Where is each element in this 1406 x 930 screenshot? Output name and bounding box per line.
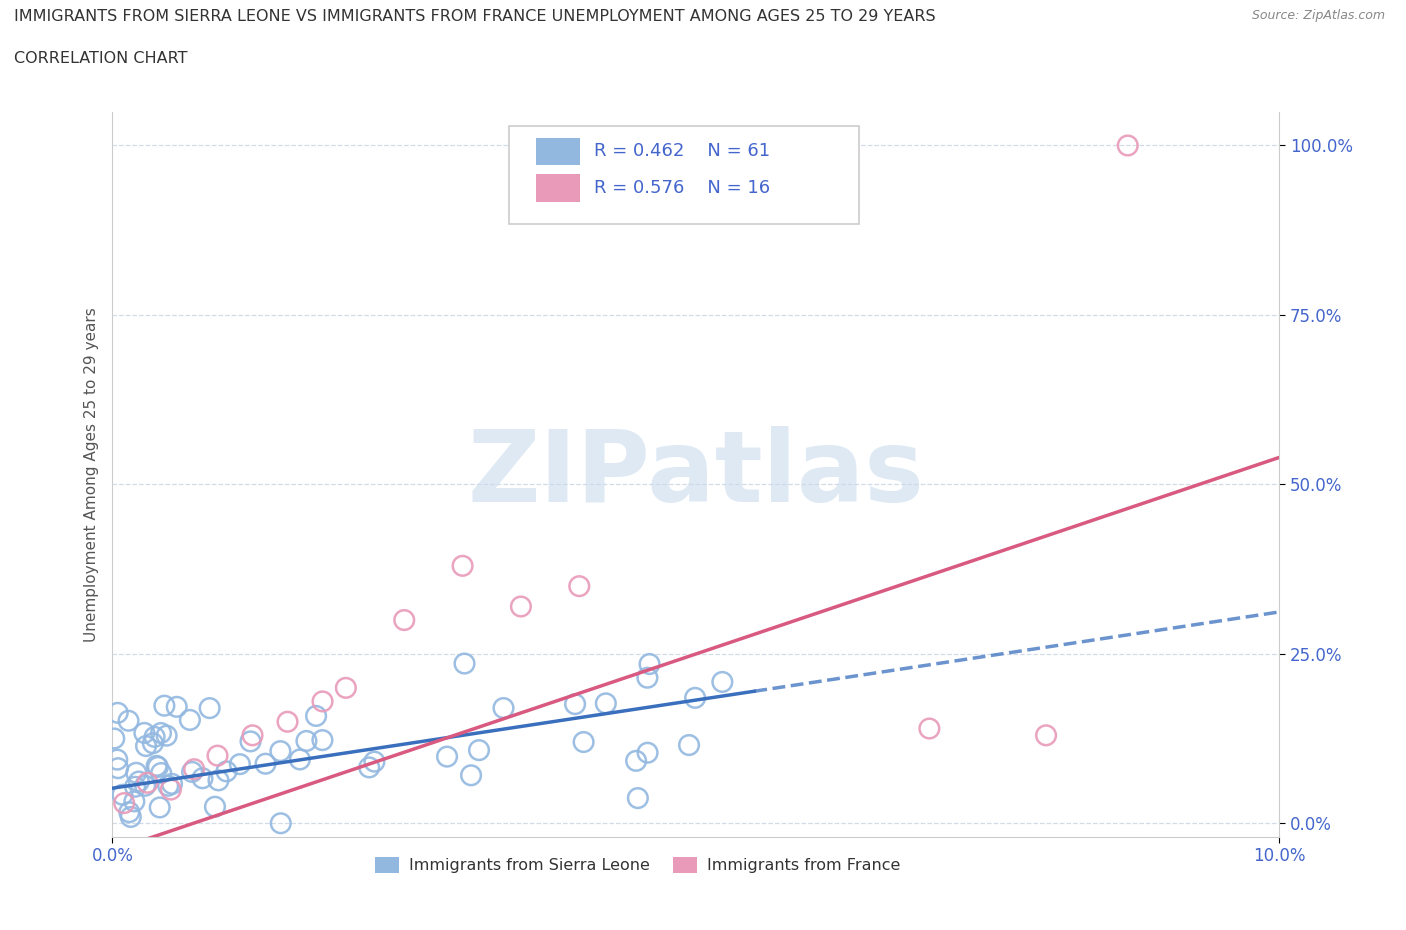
Text: R = 0.462    N = 61: R = 0.462 N = 61 bbox=[595, 142, 770, 161]
Point bbox=[134, 778, 156, 793]
Point bbox=[254, 756, 277, 771]
Point bbox=[135, 738, 157, 753]
Point bbox=[207, 773, 229, 788]
Text: CORRELATION CHART: CORRELATION CHART bbox=[14, 51, 187, 66]
Point bbox=[160, 777, 183, 791]
Text: ZIPatlas: ZIPatlas bbox=[468, 426, 924, 523]
Point bbox=[595, 696, 617, 711]
Point bbox=[198, 700, 221, 715]
Point bbox=[204, 799, 226, 814]
Point bbox=[118, 804, 141, 819]
Point bbox=[181, 764, 204, 779]
Point bbox=[134, 725, 156, 740]
Point bbox=[637, 745, 659, 760]
Point bbox=[1035, 728, 1057, 743]
Point bbox=[111, 788, 134, 803]
Point bbox=[359, 760, 381, 775]
Point bbox=[179, 712, 201, 727]
Point bbox=[363, 754, 385, 769]
Point bbox=[468, 743, 491, 758]
Point bbox=[143, 729, 166, 744]
Point bbox=[105, 752, 128, 767]
Point bbox=[112, 796, 135, 811]
Point bbox=[572, 735, 595, 750]
Point bbox=[394, 613, 416, 628]
Point bbox=[215, 764, 238, 778]
Point bbox=[335, 681, 357, 696]
Text: R = 0.576    N = 16: R = 0.576 N = 16 bbox=[595, 179, 770, 197]
Point bbox=[157, 778, 180, 793]
Point bbox=[183, 762, 205, 777]
FancyBboxPatch shape bbox=[509, 126, 859, 224]
Point bbox=[117, 713, 139, 728]
Point bbox=[207, 749, 229, 764]
Point bbox=[120, 809, 142, 824]
Point bbox=[146, 760, 169, 775]
Point bbox=[142, 736, 165, 751]
Point bbox=[568, 578, 591, 593]
Point bbox=[918, 721, 941, 736]
Point bbox=[627, 790, 650, 805]
Point bbox=[436, 750, 458, 764]
Point bbox=[678, 737, 700, 752]
Legend: Immigrants from Sierra Leone, Immigrants from France: Immigrants from Sierra Leone, Immigrants… bbox=[368, 850, 907, 880]
Point bbox=[191, 771, 214, 786]
Point bbox=[229, 757, 252, 772]
Point bbox=[509, 599, 531, 614]
Point bbox=[103, 731, 125, 746]
Y-axis label: Unemployment Among Ages 25 to 29 years: Unemployment Among Ages 25 to 29 years bbox=[83, 307, 98, 642]
Point bbox=[492, 700, 515, 715]
Point bbox=[150, 725, 173, 740]
Point bbox=[107, 761, 129, 776]
Point bbox=[125, 765, 148, 780]
Point bbox=[276, 714, 298, 729]
Point bbox=[288, 752, 311, 767]
Point bbox=[1116, 138, 1139, 153]
Point bbox=[153, 698, 176, 713]
Point bbox=[124, 794, 146, 809]
Point bbox=[683, 690, 706, 705]
Point bbox=[128, 774, 150, 789]
Text: IMMIGRANTS FROM SIERRA LEONE VS IMMIGRANTS FROM FRANCE UNEMPLOYMENT AMONG AGES 2: IMMIGRANTS FROM SIERRA LEONE VS IMMIGRAN… bbox=[14, 9, 935, 24]
Point bbox=[242, 728, 264, 743]
Point bbox=[145, 758, 167, 773]
Point bbox=[460, 768, 482, 783]
Point bbox=[136, 776, 159, 790]
Point bbox=[564, 697, 586, 711]
Point bbox=[160, 782, 183, 797]
Point bbox=[638, 657, 661, 671]
Point bbox=[149, 800, 172, 815]
Point bbox=[636, 671, 658, 685]
Point bbox=[124, 779, 146, 794]
Point bbox=[270, 816, 292, 830]
Point bbox=[451, 558, 474, 573]
Point bbox=[711, 674, 734, 689]
Point bbox=[295, 734, 318, 749]
Point bbox=[239, 734, 262, 749]
FancyBboxPatch shape bbox=[536, 174, 581, 202]
Point bbox=[269, 744, 291, 759]
Point bbox=[311, 733, 333, 748]
Point bbox=[624, 753, 647, 768]
Point bbox=[150, 765, 173, 780]
Point bbox=[453, 656, 475, 671]
Point bbox=[311, 694, 333, 709]
Point bbox=[166, 699, 188, 714]
Text: Source: ZipAtlas.com: Source: ZipAtlas.com bbox=[1251, 9, 1385, 22]
Point bbox=[305, 709, 328, 724]
Point bbox=[156, 728, 179, 743]
Point bbox=[107, 705, 129, 720]
FancyBboxPatch shape bbox=[536, 138, 581, 166]
